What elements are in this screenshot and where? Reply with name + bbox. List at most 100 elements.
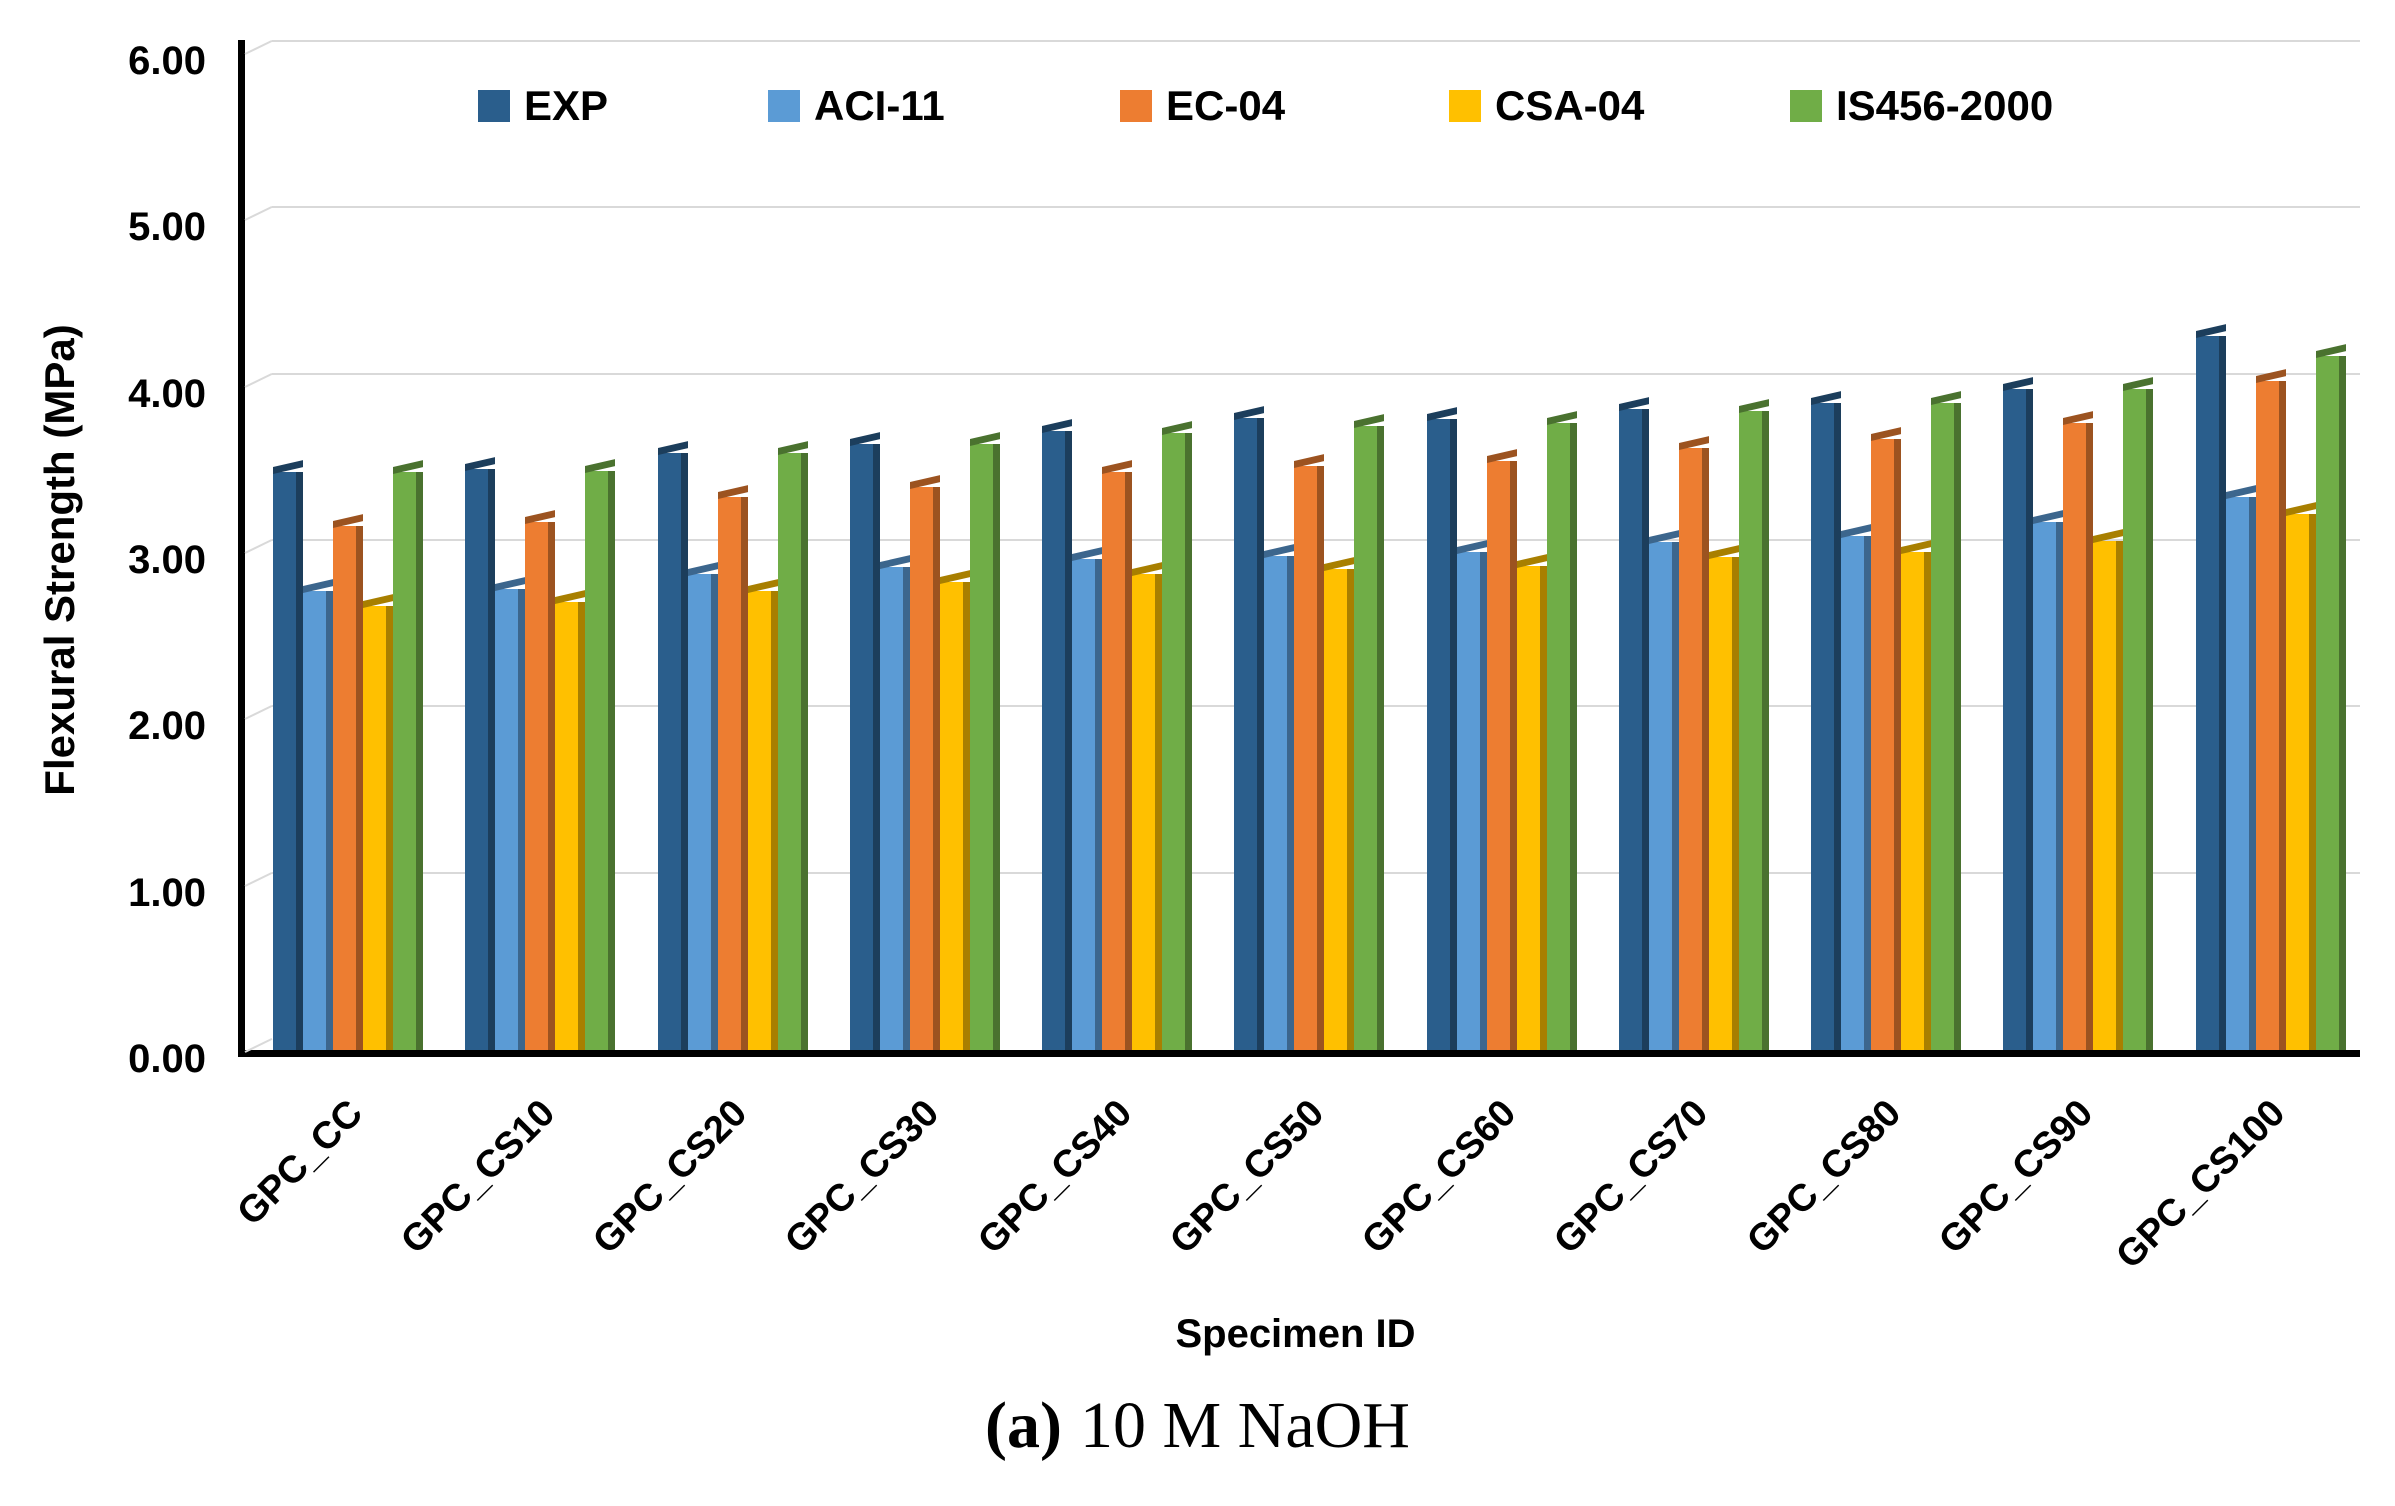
bar-ACI-11-GPC_CS60: [1456, 540, 1487, 1050]
bar-top-face: [1324, 557, 1355, 571]
y-tick-label-0.00: 0.00: [128, 1037, 206, 1081]
bar-EXP-GPC_CC: [273, 460, 303, 1050]
legend-item-ACI-11: ACI-11: [768, 82, 945, 130]
bar-CSA-04-GPC_CS10: [555, 590, 586, 1050]
bar-IS456-2000-GPC_CS20: [777, 440, 808, 1050]
bar-top-face: [1162, 420, 1193, 435]
x-tick-label-text: GPC_CS20: [585, 1092, 756, 1263]
bar-top-face: [687, 562, 718, 576]
gridline-wall-connector: [244, 39, 273, 55]
legend-item-CSA-04: CSA-04: [1449, 82, 1644, 130]
legend-label: EC-04: [1166, 82, 1286, 129]
bar-IS456-2000-GPC_CS70: [1738, 399, 1769, 1050]
x-axis-title: Specimen ID: [1175, 1312, 1416, 1356]
bar-top-face: [2123, 377, 2154, 392]
bar-EXP-GPC_CS70: [1618, 397, 1649, 1050]
gridline-wall-connector: [244, 871, 273, 887]
bar-top-face: [2003, 377, 2034, 392]
bar-ACI-11-GPC_CS50: [1264, 543, 1295, 1050]
bar-top-face: [1516, 553, 1547, 568]
legend-swatch-IS456-2000: [1790, 90, 1822, 122]
x-tick-label-text: GPC_CS70: [1546, 1092, 1717, 1263]
legend-swatch-EXP: [478, 90, 510, 122]
bar-top-face: [1678, 435, 1709, 450]
bar-EXP-GPC_CS30: [849, 432, 880, 1050]
bar-EXP-GPC_CS20: [657, 440, 688, 1050]
bar-CSA-04-GPC_CS30: [939, 570, 970, 1050]
bar-CSA-04-GPC_CS100: [2285, 502, 2316, 1050]
gridline-6: [272, 40, 2360, 42]
bar-EC-04-GPC_CS60: [1486, 448, 1517, 1050]
bar-CSA-04-GPC_CS60: [1516, 553, 1547, 1050]
bar-CSA-04-GPC_CC: [363, 593, 393, 1050]
bar-IS456-2000-GPC_CS100: [2315, 344, 2346, 1050]
bar-EXP-GPC_CS40: [1042, 418, 1073, 1050]
x-tick-label-text: GPC_CS60: [1354, 1092, 1525, 1263]
bar-top-face: [1708, 545, 1739, 560]
bar-top-face: [909, 475, 940, 490]
legend-swatch-CSA-04: [1449, 90, 1481, 122]
bar-top-face: [2093, 528, 2124, 543]
bar-EC-04-GPC_CS40: [1102, 460, 1133, 1050]
bar-ACI-11-GPC_CC: [303, 578, 333, 1050]
y-tick-label-1.00: 1.00: [128, 870, 206, 915]
bar-top-face: [2315, 344, 2346, 359]
legend-label: CSA-04: [1495, 82, 1645, 129]
bar-top-face: [2063, 410, 2094, 425]
y-tick-label-2.00: 2.00: [128, 704, 206, 749]
bar-top-face: [1901, 540, 1932, 555]
legend-item-IS456-2000: IS456-2000: [1790, 82, 2053, 130]
bar-top-face: [657, 440, 688, 455]
bar-EXP-GPC_CS60: [1426, 407, 1457, 1050]
bar-ACI-11-GPC_CS40: [1072, 547, 1103, 1050]
bar-top-face: [495, 576, 526, 591]
bar-EC-04-GPC_CS100: [2255, 369, 2286, 1050]
bar-top-face: [1618, 397, 1649, 412]
x-tick-label-text: GPC_CS50: [1162, 1092, 1333, 1263]
bar-top-face: [1546, 410, 1577, 425]
bar-EC-04-GPC_CS50: [1294, 453, 1325, 1050]
bar-EC-04-GPC_CS90: [2063, 410, 2094, 1050]
bar-IS456-2000-GPC_CS90: [2123, 377, 2154, 1050]
bar-top-face: [2285, 502, 2316, 517]
bar-EXP-GPC_CS50: [1234, 405, 1265, 1050]
bar-top-face: [1264, 543, 1295, 558]
bar-EC-04-GPC_CS80: [1871, 427, 1902, 1050]
bar-top-face: [1738, 399, 1769, 413]
bar-IS456-2000-GPC_CC: [393, 460, 423, 1050]
bar-top-face: [585, 458, 616, 473]
bar-top-face: [879, 555, 910, 570]
bar-EXP-GPC_CS80: [1811, 390, 1842, 1050]
bar-top-face: [1931, 390, 1962, 405]
bar-top-face: [2195, 324, 2226, 339]
bar-ACI-11-GPC_CS30: [879, 555, 910, 1050]
bar-IS456-2000-GPC_CS30: [969, 432, 1000, 1050]
gridline-4: [272, 372, 2360, 375]
bar-top-face: [1811, 390, 1842, 405]
legend-item-EXP: EXP: [478, 82, 608, 130]
gridline-wall-connector: [244, 206, 273, 222]
bar-IS456-2000-GPC_CS60: [1546, 410, 1577, 1050]
bar-top-face: [2255, 369, 2286, 383]
y-tick-label-4.00: 4.00: [128, 371, 206, 416]
bar-top-face: [747, 578, 778, 593]
legend-label: EXP: [524, 82, 609, 129]
bar-IS456-2000-GPC_CS80: [1931, 390, 1962, 1050]
bar-top-face: [1426, 407, 1457, 422]
bar-top-face: [939, 570, 970, 585]
bar-top-face: [1354, 413, 1385, 428]
caption-index: (a): [985, 1389, 1062, 1462]
bar-top-face: [1072, 547, 1103, 561]
bar-top-face: [525, 510, 556, 525]
bar-EC-04-GPC_CS30: [909, 475, 940, 1050]
bar-EC-04-GPC_CS70: [1678, 435, 1709, 1050]
gridline-wall-connector: [244, 372, 273, 388]
bar-EXP-GPC_CS90: [2003, 377, 2034, 1050]
bar-ACI-11-GPC_CS20: [687, 562, 718, 1050]
x-tick-label-text: GPC_CS90: [1931, 1092, 2102, 1263]
bar-top-face: [363, 593, 393, 608]
gridline-wall-connector: [244, 705, 273, 721]
bar-CSA-04-GPC_CS90: [2093, 528, 2124, 1050]
y-tick-label-5.00: 5.00: [128, 205, 206, 250]
